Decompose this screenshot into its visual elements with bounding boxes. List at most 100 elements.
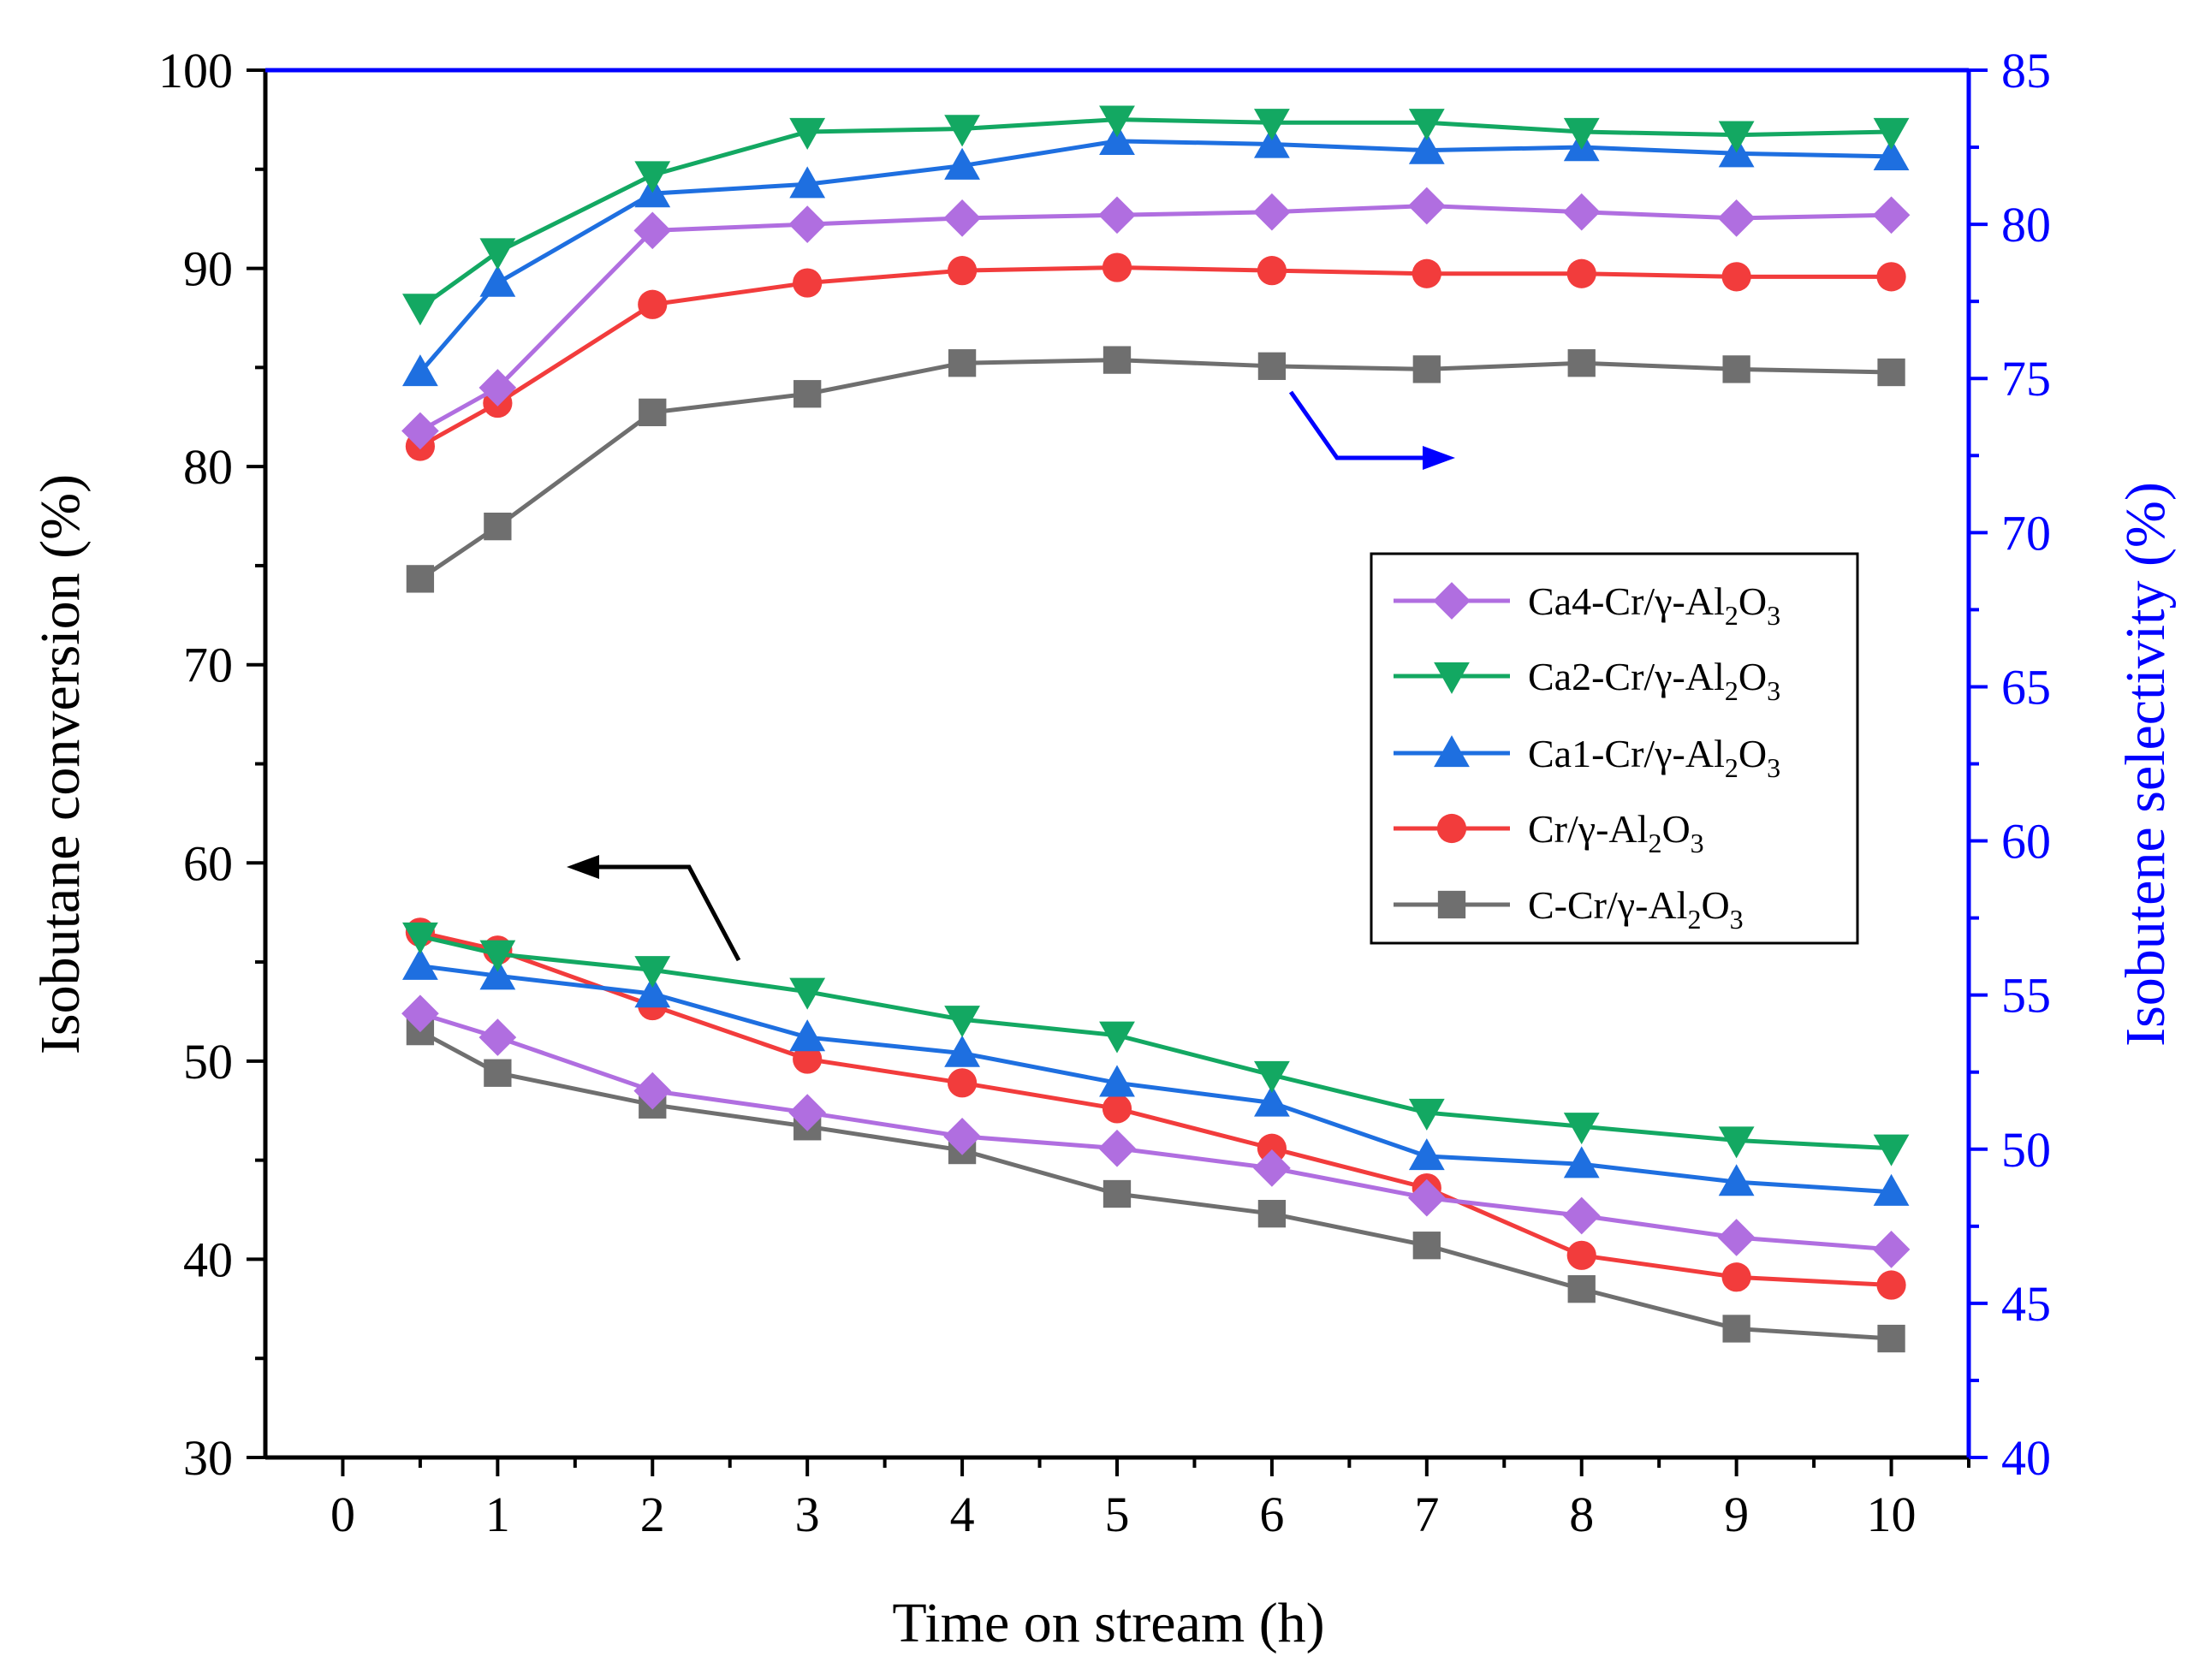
data-point-ca4-cr-al2o3-conversion (1717, 1219, 1756, 1256)
data-point-c-cr-al2o3-selectivity (639, 398, 667, 426)
data-point-ca4-cr-al2o3-conversion (1872, 1231, 1911, 1268)
data-point-ca1-cr-al2o3-selectivity (479, 264, 516, 297)
data-point-ca1-cr-al2o3-conversion (944, 1035, 980, 1067)
data-point-ca2-cr-al2o3-selectivity (1718, 121, 1755, 153)
legend-label-c-cr-al2o3: C-Cr/γ-Al2O3 (1528, 883, 1744, 935)
y-left-tick-label: 50 (183, 1034, 233, 1089)
data-point-ca2-cr-al2o3-conversion (479, 940, 516, 972)
data-point-c-cr-al2o3-selectivity (1412, 355, 1441, 383)
legend-items: Ca4-Cr/γ-Al2O3 Ca2-Cr/γ-Al2O3 Ca1-Cr/γ-Al2… (1394, 579, 1780, 935)
data-point-ca4-cr-al2o3-selectivity (943, 199, 981, 237)
series-line-c-cr-al2o3-selectivity (419, 358, 1892, 581)
data-point-cr-al2o3-selectivity (793, 268, 823, 298)
data-point-c-cr-al2o3-selectivity (1722, 355, 1750, 383)
data-point-cr-al2o3-selectivity (1412, 258, 1441, 288)
data-point-ca2-cr-al2o3-conversion (1873, 1134, 1910, 1167)
data-point-ca1-cr-al2o3-conversion (1099, 1065, 1135, 1097)
data-point-ca2-cr-al2o3-conversion (1254, 1060, 1290, 1093)
data-point-ca4-cr-al2o3-selectivity (1407, 187, 1446, 225)
y-left-tick-label: 60 (183, 835, 233, 891)
y-right-tick-label: 80 (2001, 197, 2051, 252)
y-axis-left-title: Isobutane conversion (%) (29, 474, 92, 1054)
data-point-ca1-cr-al2o3-selectivity (1099, 122, 1135, 156)
data-point-ca4-cr-al2o3-selectivity (1253, 193, 1291, 231)
y-left-tick-label: 30 (183, 1430, 233, 1486)
data-point-ca1-cr-al2o3-conversion (1563, 1146, 1600, 1178)
data-point-c-cr-al2o3-conversion (1412, 1232, 1441, 1260)
data-point-ca4-cr-al2o3-conversion (1407, 1178, 1446, 1217)
x-tick-label: 8 (1569, 1487, 1594, 1542)
data-point-cr-al2o3-conversion (1102, 1094, 1132, 1124)
left-axis-arrow (567, 855, 741, 962)
data-point-ca2-cr-al2o3-conversion (634, 956, 671, 988)
data-point-ca2-cr-al2o3-conversion (402, 922, 438, 954)
legend-marker-ca1-cr-al2o3 (1434, 735, 1470, 768)
data-point-ca2-cr-al2o3-selectivity (1408, 109, 1445, 141)
data-point-ca1-cr-al2o3-conversion (634, 976, 671, 1008)
data-point-c-cr-al2o3-selectivity (948, 349, 977, 377)
data-point-ca1-cr-al2o3-selectivity (789, 166, 826, 199)
data-point-ca2-cr-al2o3-selectivity (479, 238, 516, 270)
data-point-c-cr-al2o3-conversion (1257, 1200, 1287, 1228)
series-line-ca1-cr-al2o3-selectivity (419, 139, 1892, 374)
data-point-ca2-cr-al2o3-conversion (944, 1006, 980, 1038)
data-point-ca2-cr-al2o3-selectivity (1563, 117, 1600, 150)
data-point-ca2-cr-al2o3-conversion (1099, 1021, 1135, 1054)
data-point-cr-al2o3-conversion (1876, 1270, 1906, 1300)
y-left-tick-label: 40 (183, 1232, 233, 1287)
data-point-ca1-cr-al2o3-conversion (402, 947, 438, 980)
data-point-ca2-cr-al2o3-selectivity (944, 115, 980, 147)
data-point-ca1-cr-al2o3-selectivity (1873, 138, 1910, 171)
legend-label-ca4-cr-al2o3: Ca4-Cr/γ-Al2O3 (1528, 579, 1780, 631)
data-point-ca4-cr-al2o3-selectivity (1717, 199, 1756, 237)
legend-label-ca1-cr-al2o3: Ca1-Cr/γ-Al2O3 (1528, 732, 1780, 783)
data-point-ca4-cr-al2o3-selectivity (1872, 196, 1911, 234)
x-tick-label: 1 (485, 1487, 510, 1542)
x-tick-label: 0 (330, 1487, 355, 1542)
data-point-cr-al2o3-conversion (947, 1068, 978, 1098)
data-point-c-cr-al2o3-selectivity (406, 565, 435, 593)
data-point-ca1-cr-al2o3-conversion (1408, 1138, 1445, 1171)
data-point-ca1-cr-al2o3-conversion (789, 1019, 826, 1052)
data-point-cr-al2o3-selectivity (1102, 252, 1132, 282)
data-point-ca1-cr-al2o3-selectivity (1254, 126, 1290, 158)
y-right-tick-label: 75 (2001, 351, 2051, 407)
data-point-cr-al2o3-selectivity (638, 289, 668, 319)
data-point-ca1-cr-al2o3-conversion (479, 958, 516, 990)
y-right-tick-label: 65 (2001, 659, 2051, 715)
data-point-ca4-cr-al2o3-selectivity (1562, 193, 1601, 231)
data-point-c-cr-al2o3-selectivity (1877, 358, 1905, 387)
data-point-ca2-cr-al2o3-selectivity (1873, 117, 1910, 150)
data-point-ca2-cr-al2o3-conversion (1718, 1126, 1755, 1159)
series-line-c-cr-al2o3-conversion (419, 1029, 1892, 1341)
y-left-tick-label: 70 (183, 638, 233, 693)
data-point-ca4-cr-al2o3-conversion (788, 1094, 827, 1131)
data-point-c-cr-al2o3-selectivity (1567, 349, 1596, 377)
data-point-cr-al2o3-conversion (793, 1044, 823, 1074)
y-right-tick-label: 45 (2001, 1276, 2051, 1332)
data-point-ca2-cr-al2o3-selectivity (402, 294, 438, 326)
y-left-tick-label: 100 (158, 43, 233, 98)
data-point-ca2-cr-al2o3-selectivity (789, 117, 826, 150)
data-point-c-cr-al2o3-conversion (1722, 1315, 1750, 1343)
data-point-c-cr-al2o3-selectivity (1102, 346, 1132, 374)
y-right-tick-label: 55 (2001, 968, 2051, 1024)
data-point-ca2-cr-al2o3-selectivity (1254, 109, 1290, 141)
data-point-ca4-cr-al2o3-conversion (633, 1072, 672, 1110)
data-point-ca4-cr-al2o3-selectivity (401, 412, 439, 450)
legend-marker-ca2-cr-al2o3 (1434, 662, 1470, 694)
y-right-tick-label: 85 (2001, 43, 2051, 98)
data-point-cr-al2o3-conversion (1257, 1133, 1287, 1163)
y-left-tick-label: 90 (183, 241, 233, 297)
data-point-ca4-cr-al2o3-selectivity (633, 211, 672, 250)
legend: Ca4-Cr/γ-Al2O3 Ca2-Cr/γ-Al2O3 Ca1-Cr/γ-Al2… (1370, 552, 1859, 945)
plot-layer: 0 1 2 3 4 5 6 7 8 9 103040506070809010040455055606… (158, 43, 2051, 1542)
y-right-tick-label: 40 (2001, 1430, 2051, 1486)
data-point-c-cr-al2o3-selectivity (793, 380, 822, 408)
x-tick-label: 9 (1724, 1487, 1749, 1542)
data-point-c-cr-al2o3-selectivity (1257, 352, 1287, 380)
x-tick-label: 5 (1105, 1487, 1130, 1542)
y-axis-right-title: Isobutene selectivity (%) (2114, 482, 2177, 1047)
x-tick-label: 3 (795, 1487, 820, 1542)
